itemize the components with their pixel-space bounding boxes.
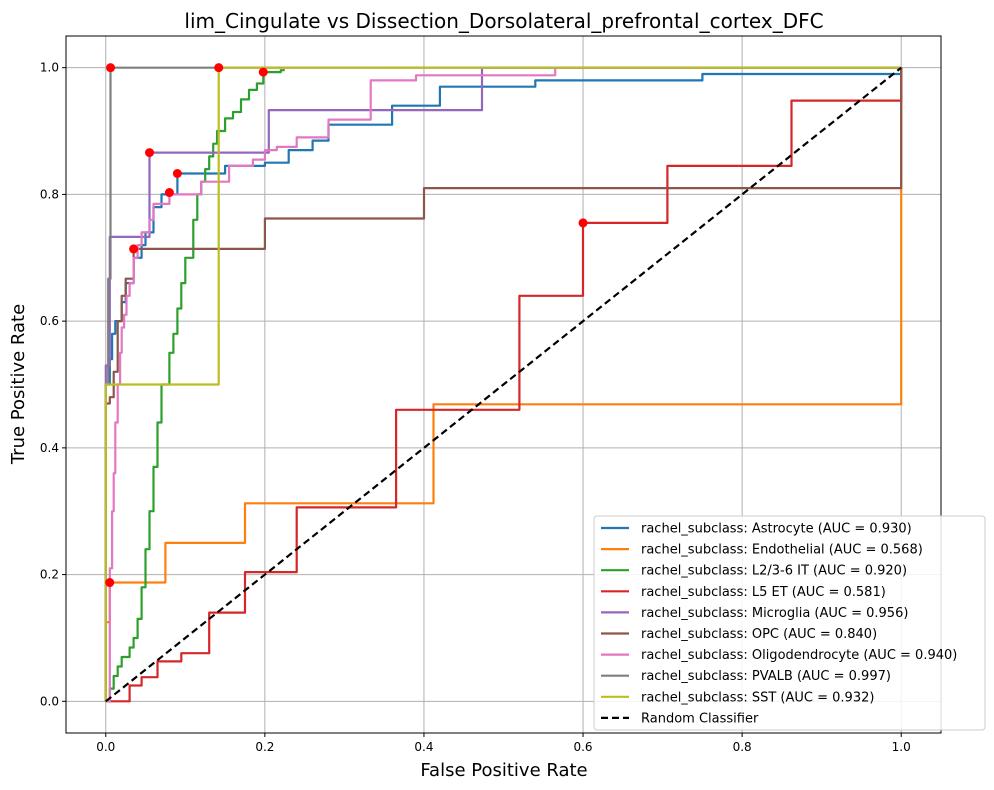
y-tick-label: 0.6 (40, 314, 59, 328)
y-tick-label: 0.2 (40, 568, 59, 582)
optimal-threshold-marker (214, 63, 224, 73)
legend-label: rachel_subclass: Microglia (AUC = 0.956) (641, 606, 908, 621)
legend-label: rachel_subclass: Endothelial (AUC = 0.56… (641, 543, 923, 558)
series-line-9 (105, 66, 902, 703)
x-tick-label: 0.2 (255, 740, 274, 754)
y-tick-label: 0.4 (40, 441, 59, 455)
optimal-threshold-marker (106, 63, 116, 73)
optimal-threshold-marker (258, 67, 268, 77)
optimal-threshold-marker (578, 218, 588, 228)
axis-ticks: 0.0 0.2 0.4 0.6 0.8 1.0 0.0 0.2 0.4 0.6 0.8 1.0 (40, 61, 911, 754)
y-axis-label: True Positive Rate (8, 304, 29, 465)
x-tick-label: 0.0 (96, 740, 115, 754)
legend-label: rachel_subclass: L5 ET (AUC = 0.581) (641, 585, 886, 600)
legend: rachel_subclass: Astrocyte (AUC = 0.930)… (593, 515, 986, 731)
legend-label: rachel_subclass: SST (AUC = 0.932) (641, 690, 874, 705)
legend-label: rachel_subclass: Astrocyte (AUC = 0.930) (641, 522, 912, 537)
optimal-threshold-marker (145, 148, 155, 158)
optimal-threshold-marker (129, 244, 139, 254)
optimal-threshold-marker (172, 168, 182, 178)
legend-label: Random Classifier (641, 711, 759, 726)
series-line-5 (104, 67, 903, 702)
legend-label: rachel_subclass: L2/3-6 IT (AUC = 0.920) (641, 564, 907, 579)
optimal-threshold-marker (164, 188, 174, 198)
series-line-2 (105, 69, 285, 703)
y-tick-label: 1.0 (40, 61, 59, 75)
series-line-6 (105, 66, 902, 703)
y-tick-label: 0.0 (40, 694, 59, 708)
legend-box (593, 515, 986, 731)
series-line-3 (105, 67, 903, 703)
optimal-threshold-marker (105, 578, 115, 588)
y-tick-label: 0.8 (40, 187, 59, 201)
legend-label: rachel_subclass: Oligodendrocyte (AUC = … (641, 648, 957, 663)
series-layer (104, 63, 903, 703)
x-tick-label: 1.0 (892, 740, 911, 754)
plot-frame (65, 35, 942, 734)
x-tick-label: 0.4 (414, 740, 433, 754)
legend-label: rachel_subclass: OPC (AUC = 0.840) (641, 627, 877, 642)
legend-label: rachel_subclass: PVALB (AUC = 0.997) (641, 669, 891, 684)
x-axis-label: False Positive Rate (420, 760, 587, 781)
chart-title: lim_Cingulate vs Dissection_Dorsolateral… (184, 9, 823, 33)
x-tick-label: 0.8 (733, 740, 752, 754)
series-line-8 (104, 66, 902, 702)
x-tick-label: 0.6 (573, 740, 592, 754)
